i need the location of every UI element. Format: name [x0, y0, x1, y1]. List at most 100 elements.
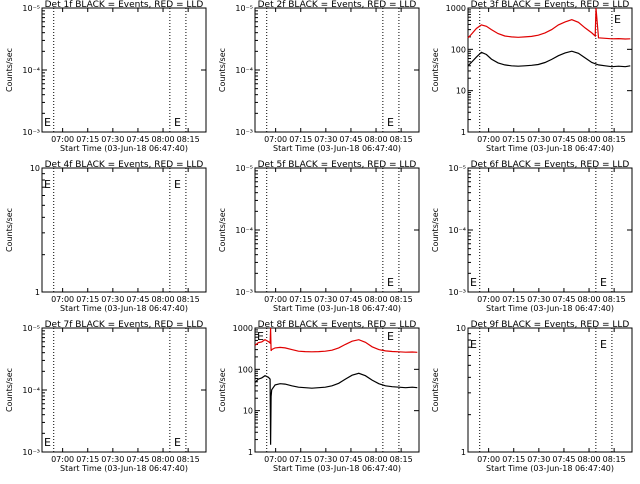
event-marker-e: E	[387, 330, 394, 343]
x-tick-label: 07:30	[527, 455, 550, 464]
chart-panel-9: Det 9f BLACK = Events, RED = LLD 07:00 07:…	[431, 320, 633, 473]
x-axis-label: Start Time (03-Jun-18 06:47:40)	[60, 144, 188, 153]
x-axis-label: Start Time (03-Jun-18 06:47:40)	[60, 304, 188, 313]
chart-title: Det 1f BLACK = Events, RED = LLD	[45, 0, 204, 10]
x-tick-label: 07:15	[76, 455, 99, 464]
x-tick-label: 08:15	[603, 295, 626, 304]
x-tick-label: 07:30	[101, 455, 124, 464]
x-tick-label: 07:00	[264, 295, 287, 304]
y-tick-label: 1000	[446, 4, 466, 13]
y-tick-label: 10⁻⁴	[448, 226, 466, 235]
x-tick-label: 07:15	[289, 455, 312, 464]
x-axis-label: Start Time (03-Jun-18 06:47:40)	[486, 304, 614, 313]
event-marker-e: E	[44, 116, 51, 129]
chart-title: Det 5f BLACK = Events, RED = LLD	[258, 160, 417, 170]
x-tick-label: 07:45	[339, 455, 362, 464]
x-tick-label: 07:30	[527, 135, 550, 144]
y-tick-label: 10⁻⁵	[235, 164, 253, 173]
x-tick-label: 07:45	[552, 295, 575, 304]
x-axis-label: Start Time (03-Jun-18 06:47:40)	[60, 464, 188, 473]
x-axis-label: Start Time (03-Jun-18 06:47:40)	[273, 464, 401, 473]
plot-frame	[41, 327, 207, 453]
x-tick-label: 08:15	[390, 135, 413, 144]
chart-title: Det 7f BLACK = Events, RED = LLD	[45, 320, 204, 330]
event-marker-e: E	[174, 178, 181, 191]
series-events-line	[467, 50, 631, 68]
event-marker-e: E	[44, 178, 51, 191]
x-tick-label: 08:15	[177, 135, 200, 144]
chart-title: Det 9f BLACK = Events, RED = LLD	[471, 320, 630, 330]
chart-title: Det 8f BLACK = Events, RED = LLD	[258, 320, 417, 330]
x-tick-label: 08:00	[365, 135, 388, 144]
plot-frame	[254, 327, 420, 453]
y-tick-label: 1	[461, 128, 466, 137]
y-tick-label: 100	[451, 45, 466, 54]
x-tick-label: 08:00	[152, 295, 175, 304]
chart-panel-4: Det 4f BLACK = Events, RED = LLD 07:00 07:…	[5, 160, 207, 313]
y-axis-label: Counts/sec	[218, 48, 227, 92]
y-tick-label: 10⁻⁴	[22, 66, 40, 75]
x-axis-label: Start Time (03-Jun-18 06:47:40)	[273, 144, 401, 153]
x-tick-label: 07:30	[314, 295, 337, 304]
x-tick-label: 07:00	[51, 295, 74, 304]
y-tick-label: 10	[456, 324, 466, 333]
x-tick-label: 07:15	[502, 295, 525, 304]
x-tick-label: 07:45	[126, 135, 149, 144]
y-tick-label: 10⁻⁵	[235, 4, 253, 13]
x-axis-label: Start Time (03-Jun-18 06:47:40)	[273, 304, 401, 313]
y-tick-label: 1	[248, 448, 253, 457]
chart-panel-5: Det 5f BLACK = Events, RED = LLD 07:00 07:…	[218, 160, 420, 313]
y-tick-label: 10	[456, 87, 466, 96]
y-tick-label: 10⁻⁴	[235, 226, 253, 235]
x-tick-label: 08:15	[177, 295, 200, 304]
plot-frame	[254, 7, 420, 133]
y-tick-label: 10⁻⁴	[235, 66, 253, 75]
y-axis-label: Counts/sec	[5, 48, 14, 92]
x-tick-label: 08:00	[152, 135, 175, 144]
x-tick-label: 07:45	[126, 455, 149, 464]
x-tick-label: 07:00	[477, 455, 500, 464]
event-marker-e: E	[174, 116, 181, 129]
x-tick-label: 08:00	[578, 455, 601, 464]
x-tick-label: 07:00	[477, 295, 500, 304]
y-axis-label: Counts/sec	[431, 368, 440, 412]
y-tick-label: 100	[238, 365, 253, 374]
plot-frame	[467, 327, 633, 453]
x-tick-label: 07:00	[264, 135, 287, 144]
x-tick-label: 07:15	[76, 135, 99, 144]
x-tick-label: 08:15	[390, 295, 413, 304]
y-tick-label: 10⁻³	[22, 128, 40, 137]
x-tick-label: 07:30	[314, 135, 337, 144]
plot-frame	[467, 167, 633, 293]
y-tick-label: 10	[30, 164, 40, 173]
x-tick-label: 07:30	[101, 295, 124, 304]
y-tick-label: 1	[35, 288, 40, 297]
x-tick-label: 07:15	[502, 135, 525, 144]
y-tick-label: 10⁻³	[235, 128, 253, 137]
y-axis-label: Counts/sec	[431, 208, 440, 252]
event-marker-e: E	[600, 338, 607, 351]
x-tick-label: 08:15	[390, 455, 413, 464]
y-axis-label: Counts/sec	[5, 368, 14, 412]
x-tick-label: 07:45	[552, 455, 575, 464]
x-tick-label: 07:45	[339, 135, 362, 144]
x-tick-label: 08:00	[365, 295, 388, 304]
chart-title: Det 4f BLACK = Events, RED = LLD	[45, 160, 204, 170]
x-tick-label: 08:00	[152, 455, 175, 464]
x-axis-label: Start Time (03-Jun-18 06:47:40)	[486, 144, 614, 153]
event-marker-e: E	[600, 276, 607, 289]
x-tick-label: 08:00	[578, 135, 601, 144]
event-marker-e: E	[257, 330, 264, 343]
x-tick-label: 08:15	[603, 455, 626, 464]
y-tick-label: 10⁻⁵	[22, 4, 40, 13]
x-tick-label: 07:45	[126, 295, 149, 304]
y-tick-label: 10⁻⁵	[448, 164, 466, 173]
chart-title: Det 3f BLACK = Events, RED = LLD	[471, 0, 630, 10]
